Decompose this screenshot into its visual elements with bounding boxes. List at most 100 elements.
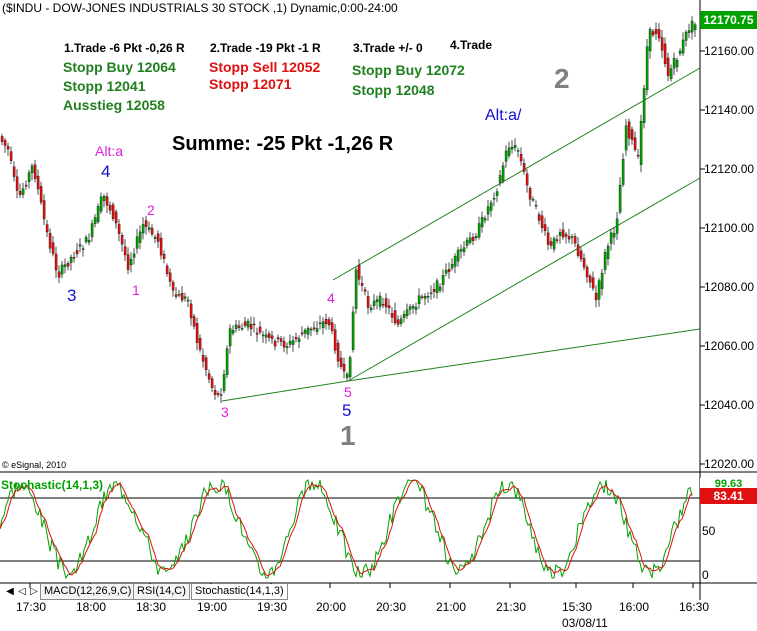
- candle-body: [570, 236, 574, 238]
- tab-rsi[interactable]: RSI(14,C): [133, 584, 190, 600]
- trade-1-line-3: Ausstieg 12058: [63, 97, 165, 113]
- candle-body: [126, 254, 130, 270]
- stochastic-axis: 50 0: [700, 472, 757, 583]
- candle-body: [339, 357, 343, 367]
- candle-body: [534, 205, 538, 207]
- tab-stochastic[interactable]: Stochastic(14,1,3): [191, 584, 288, 600]
- candle-body: [384, 298, 388, 308]
- candle-body: [372, 300, 376, 306]
- candle-body: [405, 309, 409, 317]
- candle-body: [558, 232, 562, 236]
- stochastic-label[interactable]: Stochastic(14,1,3): [1, 478, 104, 492]
- candle-body: [672, 57, 676, 69]
- candle-body: [306, 328, 310, 335]
- candle-body: [573, 236, 577, 244]
- candle-body: [432, 289, 436, 292]
- trade-3-line-2: Stopp 12048: [352, 82, 435, 98]
- candle-body: [600, 273, 604, 289]
- candle-body: [615, 218, 619, 234]
- candle-body: [516, 150, 520, 152]
- candle-body: [282, 341, 286, 348]
- candle-body: [288, 340, 292, 345]
- candle-body: [354, 269, 358, 309]
- candle-body: [531, 199, 535, 201]
- candle-body: [66, 263, 70, 267]
- candle-body: [186, 299, 190, 302]
- candle-body: [675, 59, 679, 68]
- wave-label-alt-a-right: Alt:a/: [485, 107, 522, 124]
- channel-upper: [332, 67, 701, 281]
- candle-body: [264, 334, 268, 338]
- candle-body: [303, 329, 307, 334]
- candle-body: [33, 164, 37, 179]
- candle-body: [54, 253, 58, 271]
- candle-body: [609, 232, 613, 244]
- candle-body: [312, 327, 316, 330]
- candle-body: [315, 328, 319, 332]
- candle-body: [630, 129, 634, 140]
- candle-body: [501, 165, 505, 181]
- candle-body: [594, 292, 598, 301]
- candle-body: [24, 184, 28, 187]
- candle-body: [204, 357, 208, 371]
- nav-next-icon[interactable]: ▷: [30, 586, 38, 597]
- candle-body: [522, 163, 526, 172]
- candle-body: [252, 323, 256, 326]
- tab-macd[interactable]: MACD(12,26,9,C): [40, 584, 136, 600]
- candle-body: [564, 234, 568, 237]
- stoch-axis-label: 50: [702, 524, 716, 538]
- price-label: 12080.00: [704, 280, 755, 294]
- candle-body: [537, 214, 541, 221]
- candle-body: [150, 227, 154, 235]
- price-label: 12020.00: [704, 457, 755, 471]
- candle-body: [597, 280, 601, 300]
- candle-body: [21, 188, 25, 195]
- time-label: 15:30: [562, 600, 593, 614]
- candle-body: [645, 46, 649, 91]
- candle-body: [114, 211, 118, 224]
- price-label: 12100.00: [704, 221, 755, 235]
- candle-body: [216, 393, 220, 395]
- wave-label-1-magenta: 1: [132, 282, 140, 298]
- candle-body: [549, 241, 553, 246]
- candle-body: [555, 239, 559, 241]
- candle-body: [330, 322, 334, 331]
- candle-body: [294, 337, 298, 340]
- price-label: 12140.00: [704, 103, 755, 117]
- candle-body: [15, 176, 19, 191]
- candle-body: [681, 39, 685, 54]
- candle-body: [192, 316, 196, 327]
- candle-body: [333, 329, 337, 351]
- candle-body: [321, 321, 325, 328]
- candle-body: [87, 240, 91, 243]
- candle-body: [0, 136, 4, 142]
- candle-body: [222, 374, 226, 391]
- channel-lower: [347, 177, 701, 382]
- candle-body: [468, 237, 472, 243]
- nav-first-icon[interactable]: ◀: [6, 586, 14, 597]
- candle-body: [102, 195, 106, 201]
- candle-body: [171, 282, 175, 291]
- time-label: 21:30: [496, 600, 527, 614]
- candle-body: [603, 252, 607, 270]
- candle-body: [411, 306, 415, 309]
- candle-body: [591, 277, 595, 289]
- wave-label-3-blue: 3: [67, 286, 77, 305]
- nav-prev-icon[interactable]: ◁: [18, 586, 26, 597]
- candle-body: [261, 334, 265, 337]
- candle-body: [396, 319, 400, 325]
- candle-body: [267, 333, 271, 338]
- candle-body: [99, 196, 103, 212]
- candle-body: [360, 283, 364, 286]
- candle-body: [453, 255, 457, 267]
- candle-body: [180, 293, 184, 301]
- candle-body: [120, 235, 124, 245]
- candle-body: [213, 390, 217, 395]
- candle-body: [189, 303, 193, 319]
- price-label: 12160.00: [704, 44, 755, 58]
- candle-body: [408, 306, 412, 310]
- candle-body: [687, 30, 691, 33]
- candle-body: [237, 325, 241, 328]
- stochastic-k-line: [0, 478, 693, 580]
